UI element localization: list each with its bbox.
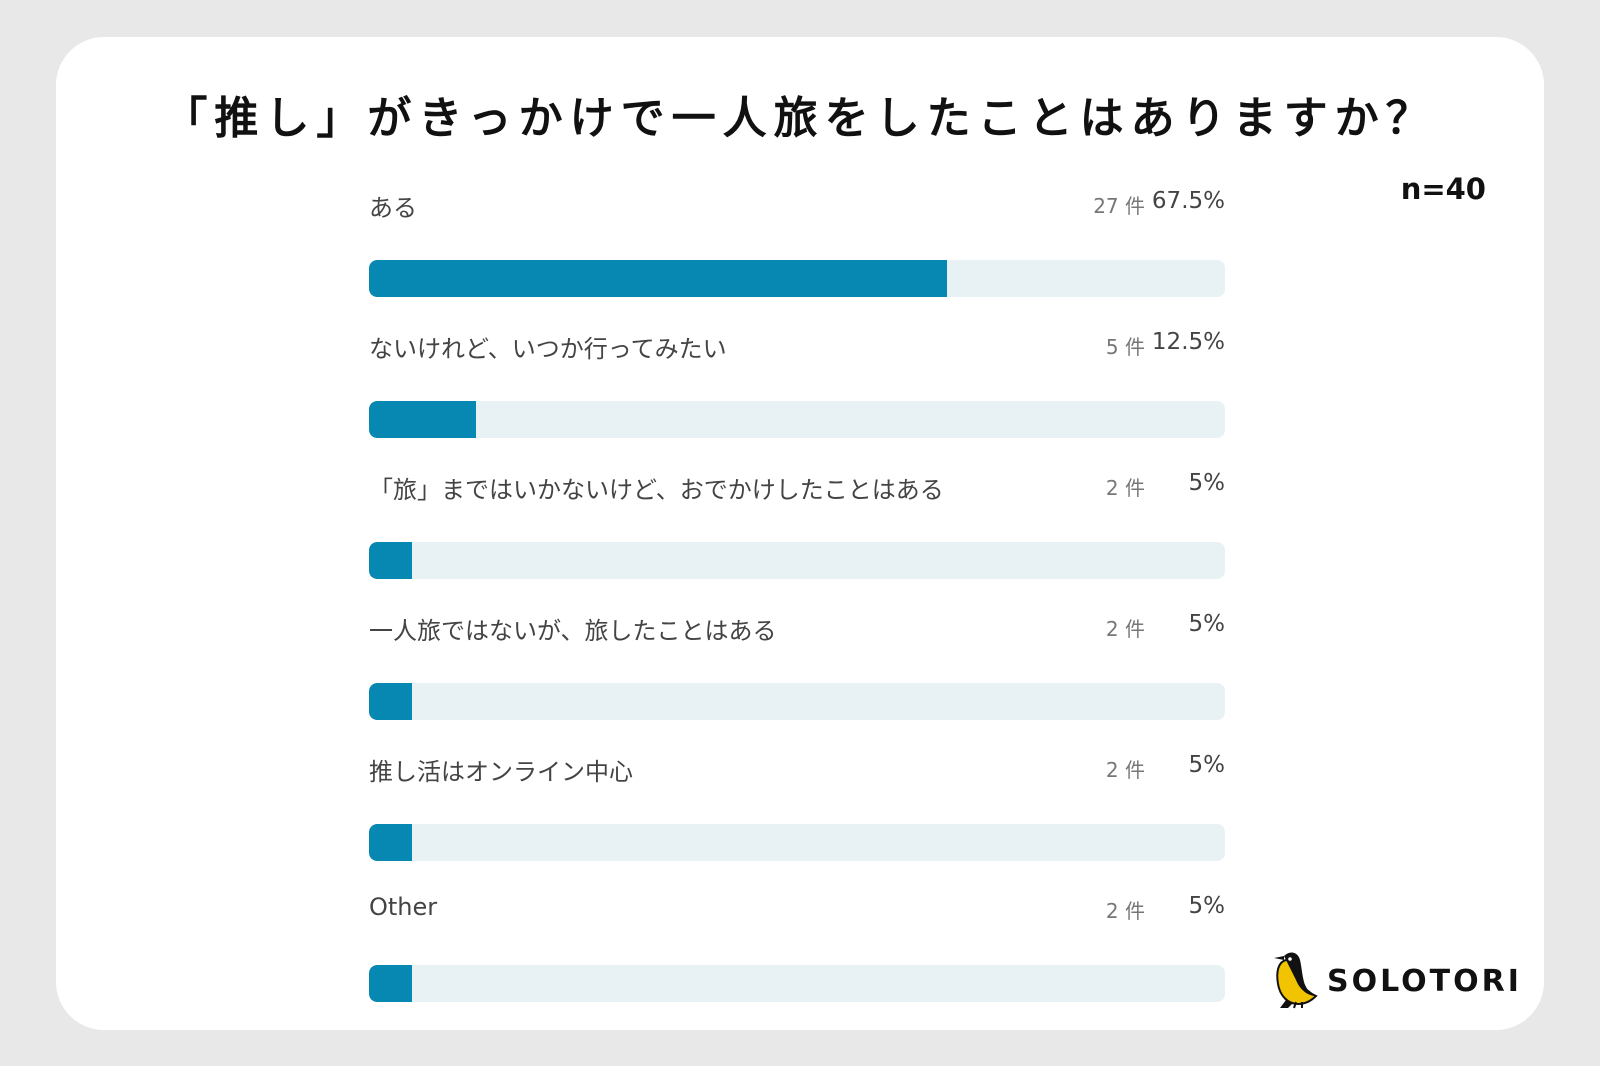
percent-label: 5% <box>1188 893 1226 919</box>
count-label: 2 件 <box>1105 899 1145 923</box>
percent-label: 67.5% <box>1151 188 1225 214</box>
bar-track <box>369 542 1225 579</box>
category-label: 一人旅ではないが、旅したことはある <box>369 617 777 645</box>
bar <box>369 965 412 1002</box>
bar <box>369 683 412 720</box>
bar <box>369 542 412 579</box>
chart-title: 「推し」がきっかけで一人旅をしたことはありますか？ <box>163 93 1437 144</box>
category-label: ないけれど、いつか行ってみたい <box>369 335 727 363</box>
sample-size-label: n=40 <box>1400 172 1486 206</box>
count-label: 2 件 <box>1105 617 1145 641</box>
bar-track <box>369 965 1225 1002</box>
bar-row: 一人旅ではないが、旅したことはある 2 件 5% <box>369 611 1225 721</box>
bar-track <box>369 260 1225 297</box>
bar-track <box>369 683 1225 720</box>
count-label: 27 件 <box>1093 194 1145 218</box>
percent-label: 5% <box>1188 470 1226 496</box>
bar-track <box>369 824 1225 861</box>
category-label: 推し活はオンライン中心 <box>369 758 633 786</box>
bar-row: Other 2 件 5% <box>369 893 1225 1003</box>
category-label: 「旅」まではいかないけど、おでかけしたことはある <box>369 476 944 504</box>
bar-row: 推し活はオンライン中心 2 件 5% <box>369 752 1225 862</box>
bird-icon <box>1274 952 1318 1009</box>
bar-row: 「旅」まではいかないけど、おでかけしたことはある 2 件 5% <box>369 470 1225 580</box>
chart-card <box>56 37 1544 1030</box>
brand-name: SOLOTORI <box>1327 964 1522 999</box>
bar <box>369 401 476 438</box>
count-label: 2 件 <box>1105 758 1145 782</box>
bar <box>369 260 947 297</box>
percent-label: 12.5% <box>1151 329 1225 355</box>
percent-label: 5% <box>1188 611 1226 637</box>
count-label: 5 件 <box>1105 335 1145 359</box>
brand-logo: SOLOTORI <box>1272 950 1519 1010</box>
bar-row: ある 27 件 67.5% <box>369 188 1225 298</box>
bar <box>369 824 412 861</box>
category-label: ある <box>369 194 417 222</box>
bar-track <box>369 401 1225 438</box>
count-label: 2 件 <box>1105 476 1145 500</box>
bar-row: ないけれど、いつか行ってみたい 5 件 12.5% <box>369 329 1225 439</box>
percent-label: 5% <box>1188 752 1226 778</box>
category-label: Other <box>369 893 438 921</box>
